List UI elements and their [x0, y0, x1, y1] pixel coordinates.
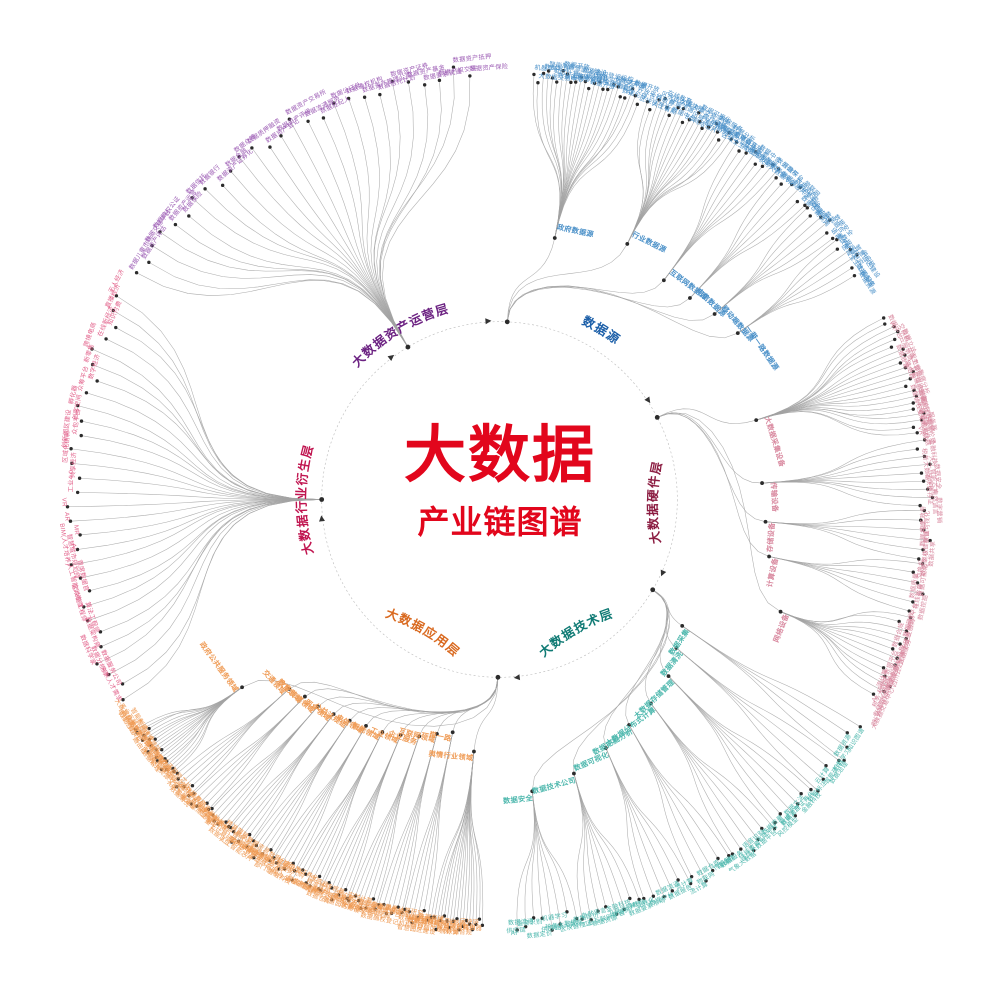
svg-text:VR: VR [60, 498, 67, 508]
svg-text:AI: AI [511, 930, 518, 937]
svg-text:大数据资产运营层: 大数据资产运营层 [349, 301, 451, 369]
svg-text:数据技术公司: 数据技术公司 [531, 775, 577, 795]
svg-text:传输设备: 传输设备 [769, 481, 780, 513]
svg-text:数据定价: 数据定价 [526, 929, 553, 940]
svg-text:数字营销: 数字营销 [935, 497, 943, 523]
svg-text:舆情行业领域: 舆情行业领域 [428, 749, 474, 763]
svg-text:AR: AR [920, 431, 928, 441]
svg-text:数据资产抵押: 数据资产抵押 [452, 52, 492, 64]
svg-text:数据源: 数据源 [579, 312, 623, 347]
svg-text:AI: AI [70, 543, 78, 550]
svg-text:数据挖掘分析: 数据挖掘分析 [591, 726, 635, 756]
svg-text:政府数据源: 政府数据源 [556, 222, 595, 239]
svg-text:大数据采集设备: 大数据采集设备 [763, 415, 787, 468]
svg-text:一带一路数据源: 一带一路数据源 [744, 324, 782, 373]
svg-text:大数据技术层: 大数据技术层 [536, 606, 615, 659]
svg-text:MR: MR [72, 525, 80, 536]
svg-text:数据资产保险: 数据资产保险 [469, 62, 509, 73]
svg-text:大数据硬件层: 大数据硬件层 [645, 459, 665, 545]
svg-text:AR: AR [63, 512, 70, 522]
svg-text:计算设备: 计算设备 [765, 556, 780, 588]
svg-text:行业数据源: 行业数据源 [630, 229, 669, 254]
svg-text:政府公共服务领域: 政府公共服务领域 [198, 640, 241, 694]
svg-text:数据可视化: 数据可视化 [572, 750, 610, 773]
svg-text:共享经济: 共享经济 [69, 451, 78, 478]
svg-text:数据安全: 数据安全 [503, 793, 534, 805]
svg-text:跨境电商: 跨境电商 [82, 321, 98, 348]
svg-text:创新园区建设: 创新园区建设 [60, 409, 73, 449]
svg-text:大数据应用层: 大数据应用层 [384, 605, 463, 659]
svg-text:电信数据源: 电信数据源 [695, 286, 729, 319]
svg-text:存储设备: 存储设备 [765, 521, 777, 552]
svg-text:网络设备: 网络设备 [771, 612, 791, 644]
